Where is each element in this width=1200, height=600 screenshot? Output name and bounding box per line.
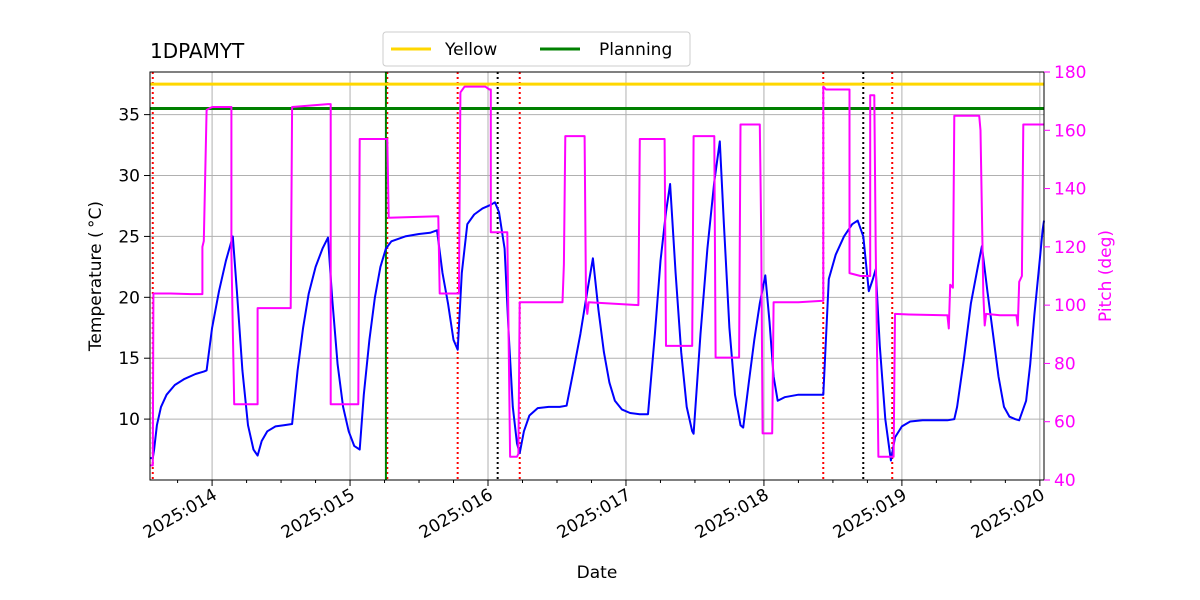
y2-tick-label: 60	[1054, 413, 1076, 433]
y-tick-label: 35	[118, 106, 140, 126]
y-axis-left: 10 15 20 25 30 35	[118, 106, 150, 430]
y2-tick-label: 180	[1054, 63, 1086, 83]
y-tick-label: 25	[118, 227, 140, 247]
limit-lines	[150, 82, 1044, 111]
series-group	[150, 85, 1045, 467]
y-tick-label: 15	[118, 349, 140, 369]
y-tick-label: 20	[118, 288, 140, 308]
plot-frame	[149, 71, 1045, 481]
y-tick-label: 30	[118, 167, 140, 187]
y2-tick-label: 140	[1054, 180, 1086, 200]
y2-axis-label: Pitch (deg)	[1096, 230, 1116, 322]
chart-title: 1DPAMYT	[150, 39, 245, 63]
y-axis-label: Temperature ( °C)	[86, 201, 106, 352]
pitch-line	[150, 85, 1044, 467]
legend: Yellow Planning	[382, 31, 691, 67]
y2-tick-label: 80	[1054, 354, 1076, 374]
legend-label-planning: Planning	[599, 40, 672, 60]
y2-tick-label: 100	[1054, 296, 1086, 316]
legend-box	[382, 31, 691, 67]
y2-tick-label: 160	[1054, 121, 1086, 141]
x-axis-label: Date	[577, 563, 618, 583]
y-axis-right: 40 60 80 100 120 140 160 180	[1044, 63, 1086, 491]
y2-tick-label: 40	[1054, 471, 1076, 491]
legend-label-yellow: Yellow	[444, 40, 497, 60]
y-tick-label: 10	[118, 410, 140, 430]
y2-tick-label: 120	[1054, 238, 1086, 258]
